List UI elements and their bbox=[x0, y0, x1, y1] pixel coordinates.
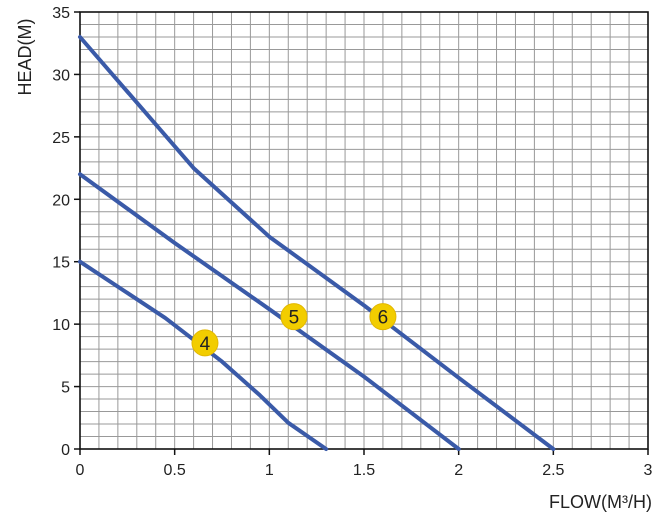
series-marker-6 bbox=[369, 303, 397, 331]
grid-layer bbox=[80, 12, 648, 449]
x-axis-label: FLOW(M³/H) bbox=[549, 492, 652, 512]
series-layer bbox=[78, 35, 556, 451]
series-marker-5 bbox=[280, 303, 308, 331]
y-tick-label: 5 bbox=[61, 380, 70, 397]
y-tick-label: 10 bbox=[52, 317, 70, 334]
x-tick-label: 0 bbox=[76, 462, 85, 479]
x-tick-label: 2 bbox=[454, 462, 463, 479]
y-axis-label: HEAD(M) bbox=[15, 19, 35, 96]
x-tick-label: 2.5 bbox=[542, 462, 564, 479]
series-label-4: 4 bbox=[200, 334, 211, 355]
series-line-6 bbox=[78, 35, 556, 451]
x-tick-label: 0.5 bbox=[164, 462, 186, 479]
y-tick-label: 0 bbox=[61, 442, 70, 459]
x-tick-label: 1 bbox=[265, 462, 274, 479]
series-label-5: 5 bbox=[289, 308, 300, 329]
marker-layer: 4 5 6 bbox=[191, 303, 397, 357]
y-tick-label: 25 bbox=[52, 130, 70, 147]
series-line-5 bbox=[78, 172, 461, 451]
y-tick-label: 35 bbox=[52, 5, 70, 22]
x-tick-label: 1.5 bbox=[353, 462, 375, 479]
series-label-6: 6 bbox=[378, 308, 389, 329]
x-tick-label: 3 bbox=[644, 462, 652, 479]
series-marker-4 bbox=[191, 329, 219, 357]
y-tick-label: 20 bbox=[52, 192, 70, 209]
y-tick-label: 15 bbox=[52, 255, 70, 272]
y-tick-label: 30 bbox=[52, 67, 70, 84]
series-line-4 bbox=[78, 259, 329, 451]
